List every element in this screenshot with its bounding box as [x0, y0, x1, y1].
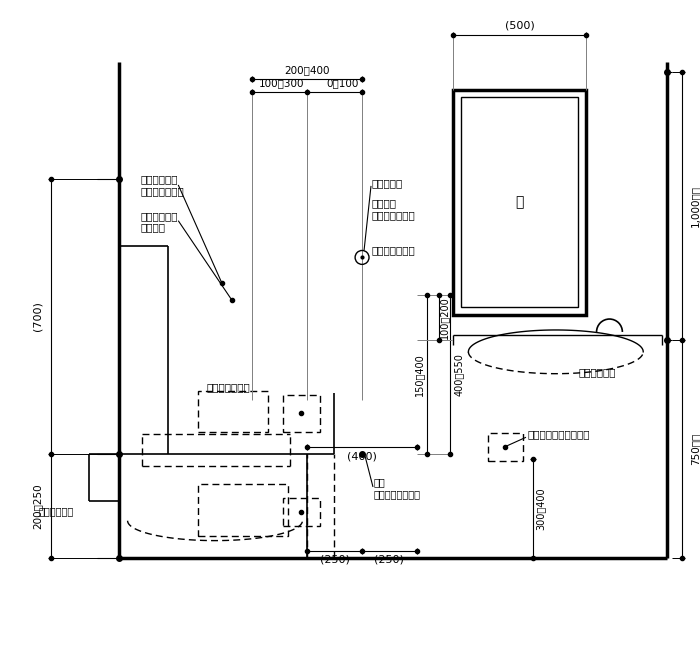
Bar	[198, 484, 288, 536]
Text: ボタン（別途）: ボタン（別途）	[141, 186, 184, 196]
Text: 呼出しボタン: 呼出しボタン	[141, 211, 178, 221]
Text: 鏡: 鏡	[515, 195, 524, 209]
Text: 0～100: 0～100	[326, 79, 359, 88]
Text: （別途）: （別途）	[141, 223, 165, 233]
Text: (400): (400)	[347, 451, 377, 461]
Text: 固定手すり: 固定手すり	[371, 178, 402, 188]
Text: (500): (500)	[505, 21, 534, 31]
Text: ボタン（別途）: ボタン（別途）	[371, 210, 415, 220]
Text: （便座上面先端）: （便座上面先端）	[374, 489, 421, 499]
Bar	[283, 395, 321, 432]
Text: 200～400: 200～400	[284, 66, 330, 75]
Bar	[461, 98, 578, 307]
Text: （背もたれ）: （背もたれ）	[38, 506, 74, 516]
Text: (250): (250)	[320, 554, 350, 564]
Text: 手洗い（別途）: 手洗い（別途）	[206, 383, 250, 393]
Text: 750程度: 750程度	[690, 433, 700, 465]
Text: 紙巻器（別途）: 紙巻器（別途）	[371, 246, 415, 255]
Bar	[454, 90, 586, 315]
Text: 100～200: 100～200	[440, 296, 449, 339]
Text: 洗面（別途）: 洗面（別途）	[579, 367, 616, 377]
Text: 1,000以上: 1,000以上	[690, 185, 700, 227]
Text: 300～400: 300～400	[536, 488, 546, 530]
Text: 200～250: 200～250	[32, 484, 42, 529]
Bar	[488, 434, 523, 461]
Text: (700): (700)	[32, 302, 42, 332]
Bar	[198, 391, 267, 432]
Text: 温水洗浄便座: 温水洗浄便座	[141, 174, 178, 184]
Text: 400～550: 400～550	[454, 353, 463, 396]
Text: 100～300: 100～300	[259, 79, 304, 88]
Bar	[283, 498, 321, 526]
Text: 便器洗浄: 便器洗浄	[371, 198, 396, 208]
Text: (250): (250)	[374, 554, 405, 564]
Text: 呼出しボタン（別途）: 呼出しボタン（別途）	[528, 429, 591, 439]
Text: 150～400: 150～400	[414, 354, 424, 396]
Text: 基点: 基点	[374, 477, 386, 487]
